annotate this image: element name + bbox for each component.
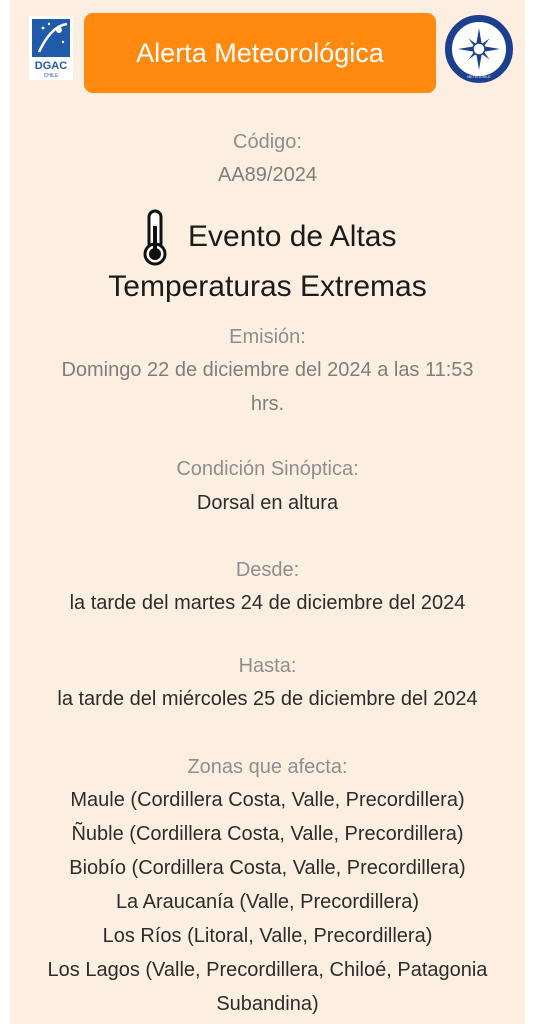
synoptic-label: Condición Sinóptica: [176, 458, 359, 480]
until-label: Hasta: [238, 655, 297, 677]
meteochile-logo: DIRECCIÓN METEOROLÓGICA METEOCHILE [444, 14, 514, 84]
zone-item: Los Ríos (Litoral, Valle, Precordillera) [102, 925, 433, 947]
event-title-line1: Evento de Altas [188, 220, 397, 253]
meteochile-logo-subtext: METEOCHILE [467, 75, 491, 79]
zone-item: La Araucanía (Valle, Precordillera) [115, 891, 420, 913]
banner-title: Alerta Meteorológica [136, 37, 384, 68]
dgac-logo-icon: DGAC CHILE [32, 19, 70, 79]
dgac-logo-subtext: CHILE [44, 73, 59, 79]
alert-banner: Alerta Meteorológica [84, 13, 436, 93]
zones-label: Zonas que afecta: [187, 756, 348, 778]
from-value: la tarde del martes 24 de diciembre del … [69, 592, 466, 614]
code-value: AA89/2024 [218, 164, 317, 186]
emission-value-line1: Domingo 22 de diciembre del 2024 a las 1… [61, 359, 474, 381]
dgac-logo-text: DGAC [35, 60, 67, 72]
zones-list: Maule (Cordillera Costa, Valle, Precordi… [10, 783, 525, 1021]
emission-label: Emisión: [229, 326, 306, 348]
synoptic-value: Dorsal en altura [196, 492, 339, 514]
zone-item: Biobío (Cordillera Costa, Valle, Precord… [69, 857, 466, 879]
alert-card: DGAC CHILE Alerta Meteorológica DIRECCIÓ… [10, 0, 525, 1024]
thermometer-icon [140, 208, 170, 268]
dgac-logo: DGAC CHILE [29, 16, 73, 80]
zone-item: Subandina) [216, 993, 319, 1015]
zone-item: Ñuble (Cordillera Costa, Valle, Precordi… [71, 823, 464, 845]
header: DGAC CHILE Alerta Meteorológica DIRECCIÓ… [10, 0, 525, 100]
emission-value-line2: hrs. [250, 393, 285, 415]
from-label: Desde: [235, 559, 300, 581]
meteochile-logo-icon: DIRECCIÓN METEOROLÓGICA METEOCHILE [445, 15, 513, 83]
event-title-line2: Temperaturas Extremas [108, 270, 427, 303]
zone-item: Los Lagos (Valle, Precordillera, Chiloé,… [47, 959, 488, 981]
until-value: la tarde del miércoles 25 de diciembre d… [57, 688, 478, 710]
code-label: Código: [233, 131, 302, 153]
zone-item: Maule (Cordillera Costa, Valle, Precordi… [70, 789, 465, 811]
